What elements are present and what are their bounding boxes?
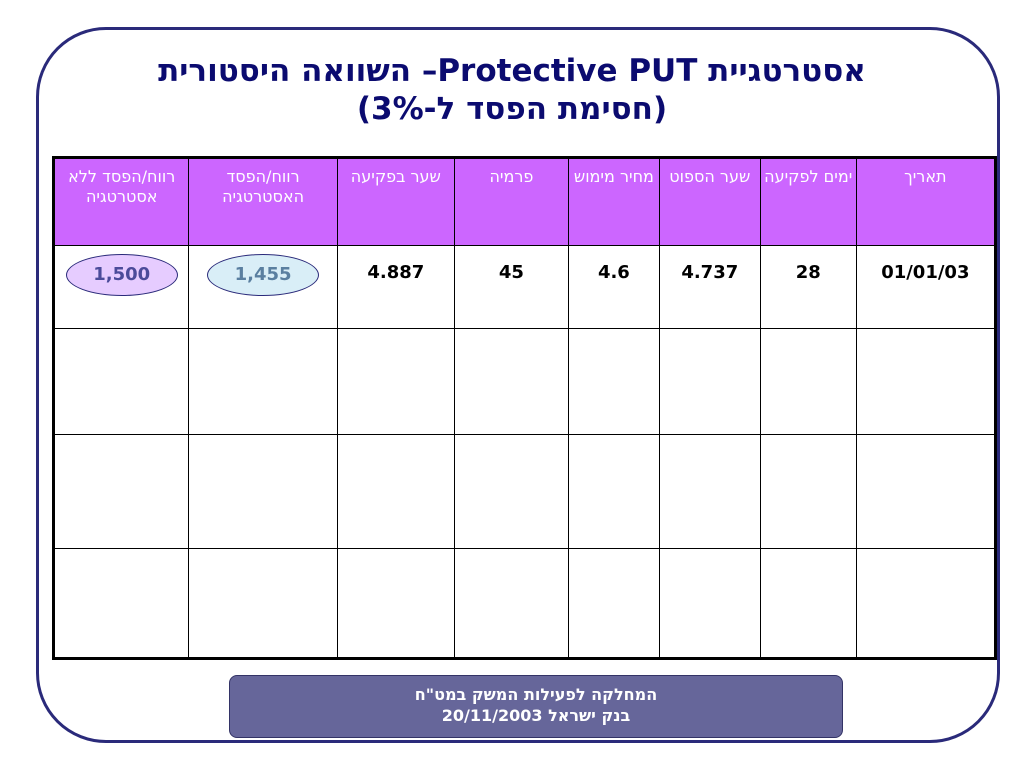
header-date: תאריך — [855, 157, 997, 246]
table-cell — [855, 547, 997, 660]
comparison-table: תאריך ימים לפקיעה שער הספוט מחיר מימוש פ… — [52, 156, 997, 660]
table-cell — [336, 328, 455, 436]
table-cell — [567, 434, 660, 549]
cell-strike-price: 4.6 — [567, 244, 660, 330]
title-line-2: (חסימת הפסד ל-3%) — [356, 91, 668, 127]
table-cell — [336, 434, 455, 549]
cell-date: 01/01/03 — [855, 244, 997, 330]
cell-days-to-expiry: 28 — [759, 244, 857, 330]
table-cell — [453, 434, 569, 549]
cell-pnl-no-strategy: 1,500 — [52, 244, 190, 330]
table-cell — [453, 328, 569, 436]
table-cell — [759, 434, 857, 549]
header-premium: פרמיה — [453, 157, 569, 246]
table-cell — [188, 547, 338, 660]
header-row: תאריך ימים לפקיעה שער הספוט מחיר מימוש פ… — [52, 157, 997, 246]
table-cell — [855, 434, 997, 549]
table-row — [52, 547, 997, 660]
table-cell — [658, 328, 761, 436]
cell-spot-rate: 4.737 — [658, 244, 761, 330]
table-row — [52, 434, 997, 549]
slide-title: אסטרטגיית Protective PUT– השוואה היסטורי… — [60, 52, 964, 128]
table-cell — [759, 547, 857, 660]
header-days-to-expiry: ימים לפקיעה — [759, 157, 857, 246]
header-strike-price: מחיר מימוש — [567, 157, 660, 246]
cell-expiry-rate: 4.887 — [336, 244, 455, 330]
header-expiry-rate: שער בפקיעה — [336, 157, 455, 246]
table-cell — [855, 328, 997, 436]
footer-box: המחלקה לפעילות המשק במט"ח בנק ישראל 20/1… — [229, 675, 843, 738]
table-cell — [567, 547, 660, 660]
pnl-no-strategy-oval: 1,500 — [65, 254, 178, 296]
table-cell — [453, 547, 569, 660]
table-cell — [759, 328, 857, 436]
cell-premium: 45 — [453, 244, 569, 330]
table-cell — [52, 434, 190, 549]
footer-bank-date: בנק ישראל 20/11/2003 — [441, 706, 631, 725]
table-cell — [658, 434, 761, 549]
cell-pnl-strategy: 1,455 — [188, 244, 338, 330]
table-cell — [336, 547, 455, 660]
table-row: 01/01/03 28 4.737 4.6 45 4.887 1,455 1,5… — [52, 244, 997, 330]
table-row — [52, 328, 997, 436]
table-cell — [188, 434, 338, 549]
table-cell — [52, 547, 190, 660]
table-cell — [188, 328, 338, 436]
table-cell — [52, 328, 190, 436]
pnl-strategy-oval: 1,455 — [207, 254, 320, 296]
table-cell — [658, 547, 761, 660]
footer-department: המחלקה לפעילות המשק במט"ח — [414, 685, 658, 704]
header-pnl-strategy: רווח/הפסד האסטרטגיה — [188, 157, 338, 246]
header-spot-rate: שער הספוט — [658, 157, 761, 246]
title-line-1: אסטרטגיית Protective PUT– השוואה היסטורי… — [158, 53, 866, 89]
header-pnl-no-strategy: רווח/הפסד ללא אסטרטגיה — [52, 157, 190, 246]
table-cell — [567, 328, 660, 436]
